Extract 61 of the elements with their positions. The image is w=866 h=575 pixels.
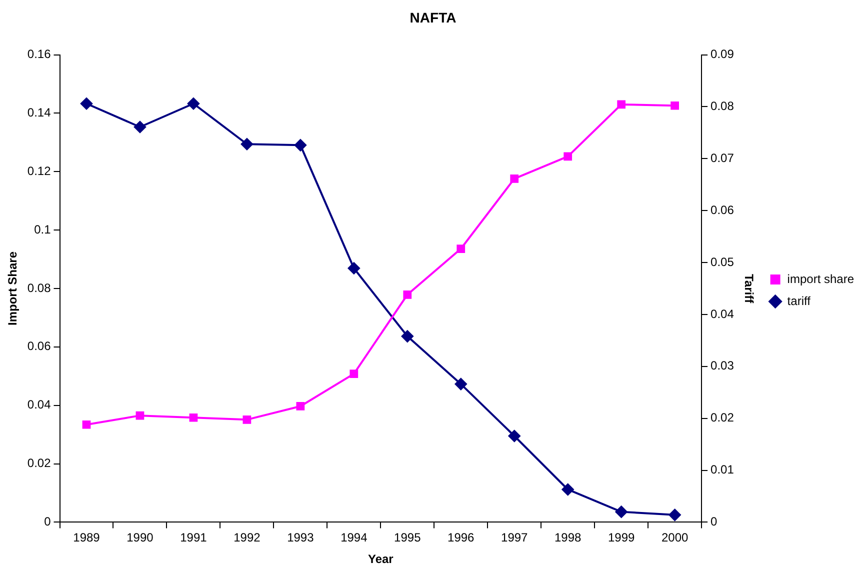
point — [348, 262, 360, 274]
x-tick-label: 1991 — [180, 530, 208, 545]
y-tick-label: 0.1 — [34, 222, 52, 236]
point — [187, 98, 200, 110]
y2-tick-label: 0.07 — [710, 150, 734, 165]
point — [242, 415, 252, 424]
y2-tick-label: 0.03 — [710, 358, 734, 373]
legend-label: tariff — [787, 294, 812, 308]
point — [617, 100, 626, 109]
point — [508, 430, 520, 442]
point — [456, 244, 466, 253]
y-tick-label: 0.16 — [27, 47, 52, 62]
point — [562, 483, 574, 496]
x-tick-label: 1999 — [608, 530, 635, 545]
x-tick-label: 1995 — [394, 530, 422, 545]
y-tick-label: 0.14 — [27, 106, 52, 120]
chart-title: NAFTA — [410, 9, 456, 26]
point — [350, 370, 358, 378]
point — [134, 120, 146, 133]
point — [510, 174, 519, 183]
y2-tick-label: 0.09 — [710, 47, 734, 62]
x-tick-label: 1994 — [340, 530, 368, 545]
y-tick-label: 0.12 — [27, 164, 52, 178]
point — [454, 378, 467, 390]
x-tick-label: 2000 — [661, 530, 688, 545]
point — [670, 101, 679, 110]
y-tick-label: 0.04 — [27, 398, 52, 412]
point — [403, 290, 412, 299]
point — [296, 402, 305, 410]
y2-tick-label: 0.06 — [710, 202, 734, 217]
point — [294, 139, 306, 152]
point — [189, 413, 198, 422]
y-tick-label: 0.08 — [27, 280, 52, 295]
y-tick-label: 0 — [44, 514, 52, 529]
y2-tick-label: 0.05 — [710, 254, 734, 269]
y-tick-label: 0.06 — [27, 339, 52, 354]
y2-tick-label: 0.08 — [710, 99, 734, 114]
point — [136, 411, 144, 420]
legend-label: import share — [787, 272, 854, 286]
point — [80, 98, 92, 110]
y2-axis-title: Tariff — [742, 274, 756, 304]
x-tick-label: 1998 — [554, 530, 582, 545]
point — [240, 138, 253, 150]
x-tick-label: 1993 — [287, 530, 314, 545]
y2-tick-label: 0 — [710, 514, 718, 529]
point — [668, 508, 681, 521]
x-tick-label: 1990 — [126, 530, 154, 545]
y-tick-label: 0.02 — [27, 456, 52, 470]
y2-tick-label: 0.01 — [710, 462, 734, 477]
point — [82, 420, 91, 429]
x-axis-title: Year — [368, 552, 394, 566]
y2-tick-label: 0.02 — [710, 410, 734, 425]
x-tick-label: 1997 — [501, 530, 528, 545]
x-tick-label: 1992 — [234, 530, 261, 545]
point — [615, 506, 628, 518]
point — [401, 330, 414, 342]
y2-tick-label: 0.04 — [710, 306, 734, 321]
y-axis-title: Import Share — [6, 251, 20, 326]
point — [564, 152, 572, 161]
x-tick-label: 1996 — [448, 530, 475, 545]
x-tick-label: 1989 — [73, 530, 100, 545]
